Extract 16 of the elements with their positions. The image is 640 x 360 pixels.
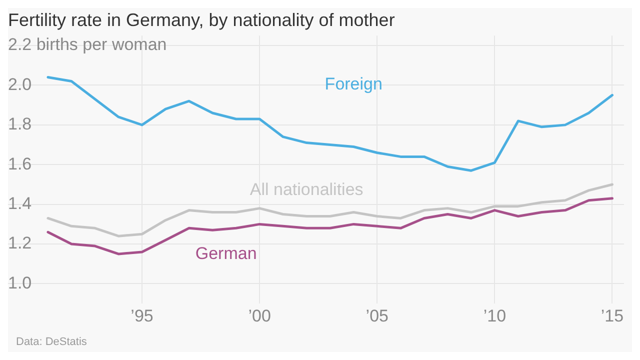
y-tick-label: 1.2: [8, 234, 32, 253]
text: Data: DeStatis: [16, 336, 88, 348]
x-tick-label: ’95: [130, 306, 154, 326]
y-tick-label: 2.0: [8, 74, 32, 94]
y-tick-label: 1.4: [8, 194, 32, 214]
x-tick-label: ’10: [483, 306, 506, 326]
x-tick-label: ’15: [600, 306, 624, 326]
y-tick-label: 1.8: [8, 114, 32, 134]
y-tick-label: 1.0: [8, 273, 32, 292]
text: Foreign: [324, 74, 382, 94]
y-tick-label: 1.6: [8, 154, 32, 174]
chart-title: Fertility rate in Germany, by nationality of mother: [8, 10, 395, 30]
x-tick-label: ’05: [366, 306, 388, 326]
series-label: German: [195, 244, 257, 263]
x-tick-label: ’00: [248, 306, 271, 326]
y-tick-label: 2.2 births per woman: [8, 35, 167, 54]
